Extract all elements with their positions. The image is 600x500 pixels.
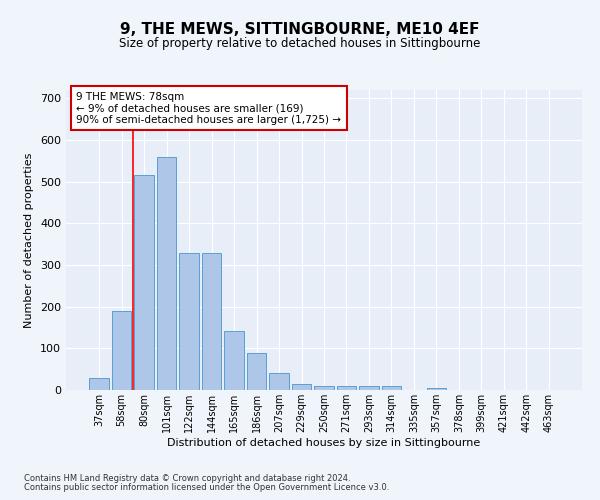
Bar <box>359 386 379 390</box>
Bar <box>224 331 244 390</box>
Y-axis label: Number of detached properties: Number of detached properties <box>25 152 34 328</box>
Bar <box>382 386 401 390</box>
Text: Contains HM Land Registry data © Crown copyright and database right 2024.: Contains HM Land Registry data © Crown c… <box>24 474 350 483</box>
Bar <box>179 254 199 390</box>
Bar <box>112 311 131 390</box>
Text: Size of property relative to detached houses in Sittingbourne: Size of property relative to detached ho… <box>119 38 481 51</box>
Bar <box>337 386 356 390</box>
Bar <box>314 386 334 390</box>
Bar <box>427 388 446 390</box>
Text: 9, THE MEWS, SITTINGBOURNE, ME10 4EF: 9, THE MEWS, SITTINGBOURNE, ME10 4EF <box>120 22 480 38</box>
X-axis label: Distribution of detached houses by size in Sittingbourne: Distribution of detached houses by size … <box>167 438 481 448</box>
Bar <box>134 176 154 390</box>
Text: Contains public sector information licensed under the Open Government Licence v3: Contains public sector information licen… <box>24 483 389 492</box>
Bar <box>247 354 266 390</box>
Bar <box>292 384 311 390</box>
Bar <box>202 254 221 390</box>
Bar <box>269 374 289 390</box>
Text: 9 THE MEWS: 78sqm
← 9% of detached houses are smaller (169)
90% of semi-detached: 9 THE MEWS: 78sqm ← 9% of detached house… <box>76 92 341 124</box>
Bar <box>89 378 109 390</box>
Bar <box>157 156 176 390</box>
